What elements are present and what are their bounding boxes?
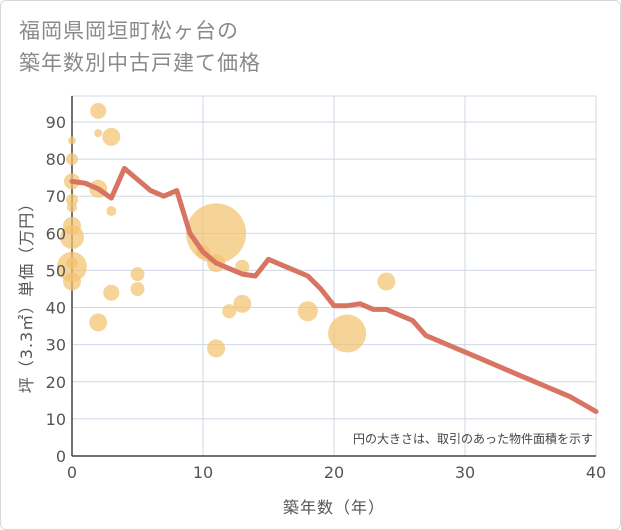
bubble-series [57,102,396,358]
y-tick-label-80: 80 [46,150,66,169]
y-tick-label-10: 10 [46,410,66,429]
x-tick-label-10: 10 [193,463,213,482]
bubble-size-note: 円の大きさは、取引のあった物件面積を示す [353,431,593,446]
y-tick-label-40: 40 [46,299,66,318]
y-tick-label-90: 90 [46,113,66,132]
data-bubble-22 [207,339,226,358]
data-bubble-3 [66,193,78,206]
chart-title-line-2: 築年数別中古戸建て価格 [19,51,261,75]
y-tick-label-60: 60 [46,224,66,243]
data-bubble-25 [233,294,252,313]
data-bubble-27 [328,314,367,353]
data-bubble-8 [57,251,87,282]
chart-title: 福岡県岡垣町松ヶ台の 築年数別中古戸建て価格 [19,15,261,79]
data-bubble-6 [60,225,84,250]
data-bubble-11 [94,129,103,138]
y-tick-label-50: 50 [46,261,66,280]
grid-lines [71,95,597,457]
data-bubble-4 [67,202,77,213]
y-tick-label-70: 70 [46,187,66,206]
y-tick-label-30: 30 [46,336,66,355]
data-bubble-9 [63,272,81,291]
data-bubble-13 [89,313,108,332]
data-bubble-26 [297,301,318,322]
y-tick-label-20: 20 [46,373,66,392]
data-bubble-16 [103,284,120,301]
data-bubble-10 [90,102,107,119]
data-bubble-0 [68,136,76,145]
x-tick-label-20: 20 [324,463,344,482]
data-bubble-17 [130,267,145,282]
data-bubble-14 [102,127,121,146]
x-tick-label-30: 30 [455,463,475,482]
data-bubble-23 [222,304,237,319]
y-tick-label-0: 0 [56,447,66,466]
chart-title-line-1: 福岡県岡垣町松ヶ台の [19,19,239,43]
x-tick-label-40: 40 [586,463,606,482]
x-axis-title: 築年数（年） [283,498,385,517]
trend-line-group [69,165,599,414]
trend-line [69,165,599,414]
x-tick-label-0: 0 [67,463,77,482]
data-bubble-1 [66,153,78,166]
data-bubble-15 [106,206,117,217]
y-axis-title: 坪（3.3㎡）単価（万円） [17,195,36,393]
axis-ticks: 0 10 20 30 40 50 60 70 80 90 0 10 20 30 40 [46,113,607,482]
data-bubble-18 [130,281,145,296]
data-bubble-28 [377,272,396,291]
